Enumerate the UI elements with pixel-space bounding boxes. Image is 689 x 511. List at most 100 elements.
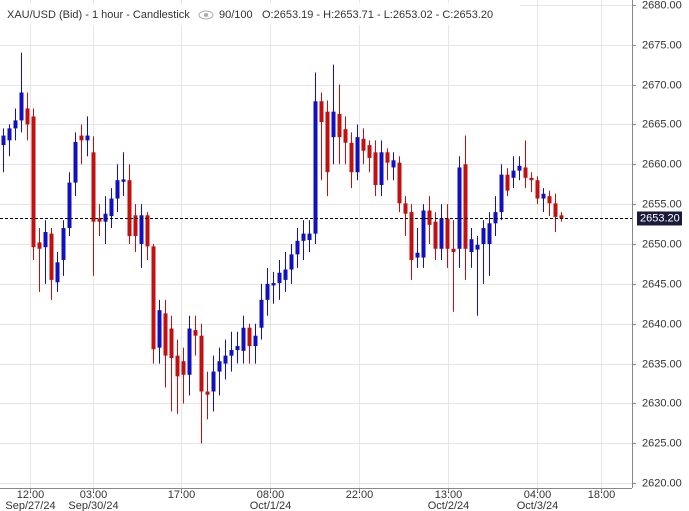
- candle-body: [223, 355, 228, 364]
- candle-body: [127, 180, 132, 237]
- candle-body: [277, 272, 282, 284]
- y-tick-label: 2625.00: [642, 437, 682, 449]
- candle-body: [85, 135, 90, 141]
- candle-body: [25, 108, 30, 125]
- x-tick-label: 04:00: [524, 489, 552, 501]
- candle-body: [547, 196, 552, 204]
- candle-body: [487, 223, 492, 244]
- candle-body: [229, 350, 234, 356]
- candle-body: [499, 174, 504, 213]
- x-tick-date: Oct/2/24: [428, 500, 470, 511]
- x-tick-date: Oct/3/24: [517, 500, 559, 511]
- candle-body: [319, 101, 324, 122]
- y-tick-label: 2655.00: [642, 198, 682, 210]
- candle-body: [325, 111, 330, 173]
- candle-body: [13, 120, 18, 129]
- candle-body: [271, 283, 276, 286]
- candle-body: [181, 361, 186, 375]
- eye-outline: [198, 10, 214, 20]
- candle-body: [67, 182, 72, 229]
- x-tick-label: 12:00: [17, 489, 45, 501]
- candle-body: [343, 129, 348, 143]
- x-tick-label: 17:00: [168, 489, 196, 501]
- ohlc-info: O:2653.19 - H:2653.71 - L:2653.02 - C:26…: [262, 9, 493, 21]
- candle-body: [523, 167, 528, 178]
- eye-pupil: [204, 13, 208, 17]
- candle-body: [367, 145, 372, 158]
- candle-body: [253, 335, 258, 347]
- candle-body: [337, 114, 342, 138]
- last-price-box: [637, 211, 682, 226]
- candle-body: [301, 233, 306, 241]
- candle-body: [445, 218, 450, 249]
- candle-body: [361, 138, 366, 151]
- candle-body: [193, 330, 198, 336]
- candle-body: [493, 212, 498, 224]
- candle-body: [37, 242, 42, 249]
- candle-body: [151, 246, 156, 350]
- candle-body: [199, 335, 204, 392]
- y-tick-label: 2665.00: [642, 118, 682, 130]
- y-tick-label: 2650.00: [642, 238, 682, 250]
- candle-body: [457, 167, 462, 249]
- candle-body: [379, 152, 384, 185]
- candle-body: [121, 179, 126, 182]
- y-tick-label: 2680.00: [642, 0, 682, 11]
- visible-count: 90/100: [219, 9, 253, 21]
- y-tick-label: 2645.00: [642, 278, 682, 290]
- candle-body: [187, 328, 192, 375]
- candle-body: [391, 160, 396, 168]
- candle-body: [517, 165, 522, 171]
- candle-body: [157, 310, 162, 348]
- candle-body: [241, 327, 246, 351]
- chart-title: XAU/USD (Bid) - 1 hour - Candlestick: [7, 9, 190, 21]
- candle-body: [403, 203, 408, 214]
- candle-body: [535, 180, 540, 199]
- candle-body: [211, 371, 216, 392]
- candle-body: [469, 239, 474, 252]
- candle-body: [7, 128, 12, 141]
- candle-body: [163, 313, 168, 356]
- candle-body: [145, 215, 150, 247]
- candle-body: [529, 177, 534, 181]
- candle-body: [385, 152, 390, 163]
- candle-body: [409, 212, 414, 260]
- candle-body: [559, 215, 564, 219]
- candle-body: [175, 355, 180, 377]
- candle-body: [169, 328, 174, 359]
- candle-body: [115, 180, 120, 199]
- candle-body: [511, 170, 516, 178]
- visibility-icon[interactable]: [198, 10, 214, 20]
- y-tick-label: 2635.00: [642, 358, 682, 370]
- candle-body: [415, 252, 420, 258]
- candle-body: [247, 327, 252, 347]
- candle-body: [235, 346, 240, 351]
- x-tick-date: Oct/1/24: [250, 500, 292, 511]
- candle-body: [349, 142, 354, 173]
- candle-body: [19, 92, 24, 121]
- candle-body: [31, 116, 36, 248]
- candle-body: [139, 215, 144, 244]
- candle-body: [289, 254, 294, 270]
- candle-body: [481, 228, 486, 244]
- candle-body: [397, 162, 402, 204]
- candle-body: [427, 210, 432, 225]
- candle-body: [103, 213, 108, 222]
- y-tick-label: 2630.00: [642, 397, 682, 409]
- candle-body: [97, 218, 102, 222]
- candle-body: [1, 135, 6, 146]
- candle-body: [61, 228, 66, 260]
- candles: [1, 52, 564, 444]
- x-tick-date: Sep/27/24: [5, 500, 55, 511]
- candle-body: [109, 198, 114, 217]
- candle-body: [259, 299, 264, 328]
- candle-body: [463, 164, 468, 249]
- candle-body: [451, 248, 456, 252]
- candle-body: [205, 391, 210, 395]
- candle-body: [295, 240, 300, 255]
- candle-body: [43, 232, 48, 248]
- candle-body: [475, 244, 480, 250]
- y-tick-label: 2640.00: [642, 318, 682, 330]
- candle-body: [133, 215, 138, 237]
